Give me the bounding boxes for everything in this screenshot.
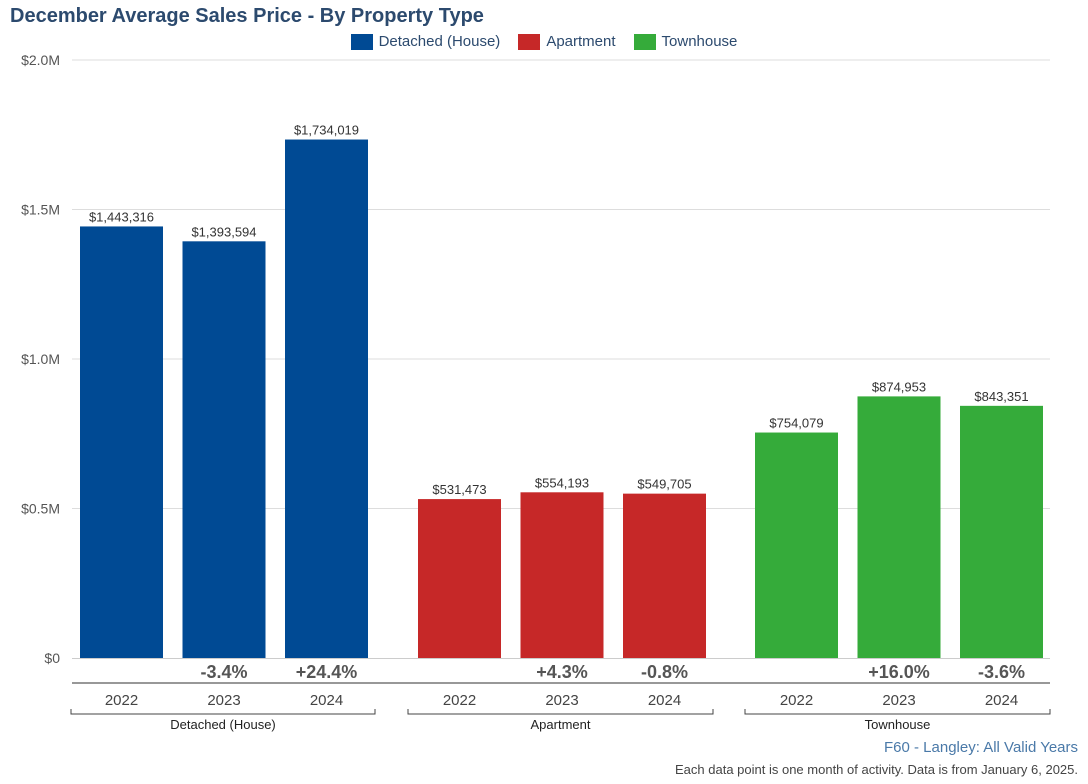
legend-item-detached[interactable]: Detached (House)	[350, 33, 501, 50]
x-tick-label: 2023	[545, 692, 578, 709]
legend-swatch-detached	[350, 33, 373, 50]
footnote: Each data point is one month of activity…	[675, 762, 1078, 777]
legend-item-apartment[interactable]: Apartment	[518, 33, 616, 50]
x-tick-label: 2024	[985, 692, 1018, 709]
y-tick-label: $0.5M	[21, 501, 60, 517]
legend-label-apartment: Apartment	[546, 33, 616, 50]
group-label: Apartment	[531, 717, 591, 732]
data-label: $754,079	[769, 416, 823, 431]
bar	[418, 499, 501, 658]
change-label: -3.4%	[200, 662, 247, 682]
data-label: $554,193	[535, 475, 589, 490]
group-label: Townhouse	[865, 717, 931, 732]
change-label: +16.0%	[868, 662, 930, 682]
change-label: -3.6%	[978, 662, 1025, 682]
bar	[755, 432, 838, 658]
legend-swatch-apartment	[518, 33, 541, 50]
data-label: $843,351	[974, 389, 1028, 404]
data-label: $531,473	[432, 482, 486, 497]
group-bracket	[407, 709, 714, 715]
group-bracket	[70, 709, 376, 715]
x-tick-label: 2023	[882, 692, 915, 709]
change-label: -0.8%	[641, 662, 688, 682]
y-tick-label: $0	[44, 650, 60, 666]
change-label: +4.3%	[536, 662, 588, 682]
x-tick-label: 2022	[780, 692, 813, 709]
bar	[623, 493, 706, 658]
bar	[960, 405, 1043, 658]
group-bracket	[744, 709, 1051, 715]
legend-label-townhouse: Townhouse	[661, 33, 738, 50]
group-label: Detached (House)	[170, 717, 276, 732]
legend-swatch-townhouse	[633, 33, 656, 50]
chart-title: December Average Sales Price - By Proper…	[10, 5, 484, 27]
data-label: $1,734,019	[294, 123, 359, 138]
data-label: $1,443,316	[89, 209, 154, 224]
bar	[520, 492, 604, 658]
legend-item-townhouse[interactable]: Townhouse	[633, 33, 738, 50]
y-tick-label: $2.0M	[21, 52, 60, 68]
x-tick-label: 2024	[310, 692, 343, 709]
legend-label-detached: Detached (House)	[378, 33, 501, 50]
x-tick-label: 2023	[207, 692, 240, 709]
bar	[285, 139, 368, 658]
x-tick-label: 2022	[105, 692, 138, 709]
data-label: $549,705	[637, 477, 691, 492]
data-label: $1,393,594	[191, 224, 256, 239]
bar	[857, 396, 941, 658]
bar	[182, 241, 266, 658]
x-tick-label: 2024	[648, 692, 681, 709]
y-tick-label: $1.0M	[21, 351, 60, 367]
y-tick-label: $1.5M	[21, 202, 60, 218]
x-tick-label: 2022	[443, 692, 476, 709]
source-label[interactable]: F60 - Langley: All Valid Years	[883, 739, 1078, 756]
change-label: +24.4%	[296, 662, 358, 682]
legend: Detached (House) Apartment Townhouse	[0, 33, 1088, 50]
bar	[80, 226, 163, 658]
data-label: $874,953	[872, 379, 926, 394]
